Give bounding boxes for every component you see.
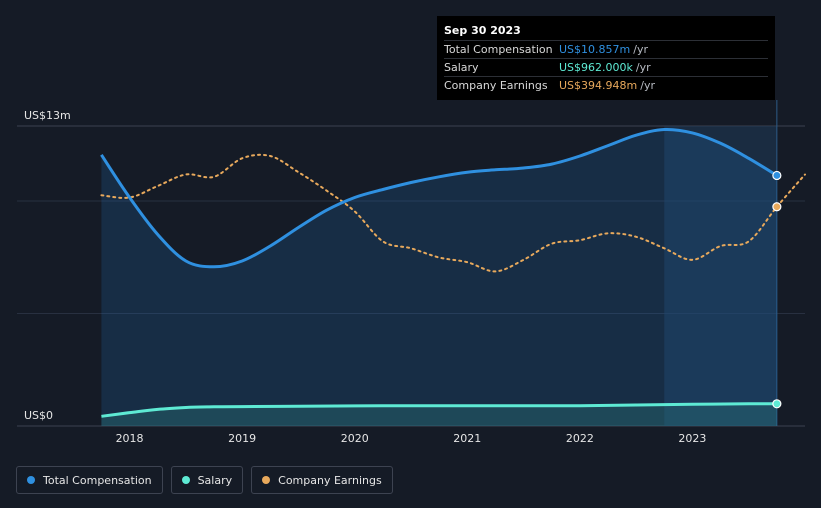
salary-line [101,402,777,418]
tooltip-label: Salary [444,61,479,74]
tooltip: Sep 30 2023 Total Compensation US$10.857… [437,16,775,100]
legend-label: Total Compensation [43,473,152,487]
tooltip-row-total-compensation: Total Compensation US$10.857m /yr [444,41,768,59]
y-axis-label-bottom: US$0 [24,409,53,422]
tooltip-unit: /yr [640,79,655,92]
salary-area [101,403,777,426]
tooltip-value: US$394.948m [559,79,638,92]
legend-label: Company Earnings [278,473,382,487]
tooltip-unit: /yr [635,61,651,74]
legend-dot-icon [181,476,190,484]
legend-item-salary[interactable]: Salary [170,466,244,494]
legend-item-company-earnings[interactable]: Company Earnings [251,466,393,494]
legend-item-total-compensation[interactable]: Total Compensation [16,466,163,494]
tooltip-value: US$962.000k [559,61,633,74]
x-tick-label: 2019 [228,432,256,445]
chart: US$13m US$0 2018 2019 2020 2021 2022 2023 [17,100,806,445]
y-axis-label-top: US$13m [24,109,71,122]
tooltip-row-company-earnings: Company Earnings US$394.948m /yr [444,77,768,94]
legend-dot-icon [27,476,35,484]
tooltip-label: Total Compensation [444,43,553,56]
legend-dot-icon [262,476,271,484]
salary-marker [772,399,782,409]
tooltip-unit: /yr [633,43,648,56]
tooltip-row-salary: Salary US$962.000k /yr [444,59,768,77]
tooltip-date: Sep 30 2023 [444,22,768,41]
total-compensation-area [101,129,777,427]
x-tick-label: 2023 [678,432,706,445]
company-earnings-line [100,153,806,273]
x-tick-label: 2022 [566,432,594,445]
total-compensation-marker [772,170,782,181]
total-compensation-line [100,127,778,269]
x-tick-label: 2021 [453,432,481,445]
tooltip-label: Company Earnings [444,79,548,92]
legend: Total Compensation Salary Company Earnin… [16,466,401,494]
tooltip-value: US$10.857m [559,43,631,56]
legend-label: Salary [197,473,233,487]
company-earnings-marker [772,202,782,212]
x-tick-label: 2020 [341,432,369,445]
x-tick-label: 2018 [116,432,144,445]
highlight-region [664,126,777,426]
